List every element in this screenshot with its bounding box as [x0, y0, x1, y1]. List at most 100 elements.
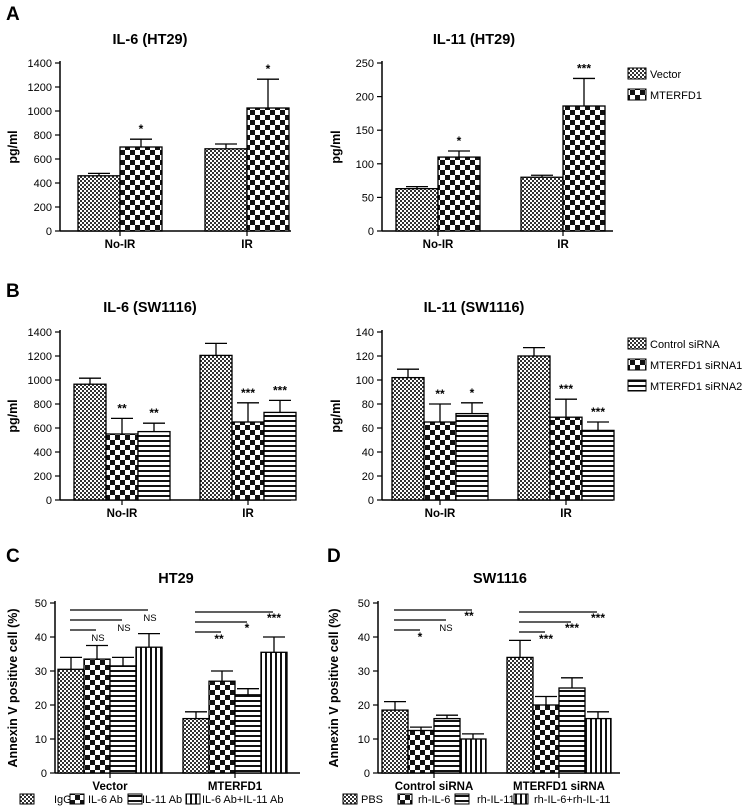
panel-letter-d: D	[327, 546, 341, 567]
y-tick-label: 140	[356, 327, 374, 339]
legend-label: Control siRNA	[650, 339, 720, 351]
y-tick-label: 600	[34, 423, 52, 435]
y-tick-label: 400	[34, 178, 52, 190]
y-tick-label: 40	[35, 632, 47, 644]
comparison-label: *	[245, 621, 250, 635]
bar	[231, 421, 265, 501]
y-tick-label: 0	[368, 226, 374, 238]
y-tick-label: 10	[358, 734, 370, 746]
legend-label: IL-6 Ab	[88, 794, 123, 806]
y-tick-label: 1000	[28, 375, 52, 387]
bar	[234, 694, 262, 774]
bar	[549, 416, 583, 501]
legend-swatch	[19, 793, 35, 805]
x-category-label: IR	[242, 508, 254, 520]
y-tick-label: 1400	[28, 327, 52, 339]
bar	[263, 411, 297, 501]
x-category-label: No-IR	[107, 508, 138, 520]
legend-label: rh-IL-11	[477, 794, 515, 806]
legend-swatch	[342, 793, 358, 805]
legend-label: MTERFD1 siRNA2	[650, 381, 742, 393]
bar	[407, 729, 435, 774]
panel-letter-c: C	[6, 546, 20, 567]
y-axis-label: pg/ml	[6, 399, 20, 432]
significance-label: **	[117, 401, 127, 415]
legend-swatch	[127, 793, 143, 805]
chart-title: IL-11 (SW1116)	[424, 300, 525, 316]
legend-swatch	[513, 793, 529, 805]
y-tick-label: 1400	[28, 58, 52, 70]
bar	[199, 354, 233, 501]
chart-annexin-sw1116: SW1116 Annexin V positive cell (%) 0 10 20 30…	[327, 571, 620, 806]
y-tick-label: 1200	[28, 351, 52, 363]
y-tick-label: 30	[358, 666, 370, 678]
y-axis-label: pg/ml	[6, 130, 20, 163]
bar	[77, 175, 121, 232]
comparison-label: NS	[91, 633, 104, 644]
y-tick-label: 100	[356, 375, 374, 387]
comparison-label: **	[214, 632, 224, 646]
x-category-label: MTERFD1 siRNA	[513, 781, 605, 793]
bar	[119, 146, 163, 232]
bar	[520, 176, 564, 232]
y-tick-label: 0	[368, 495, 374, 507]
significance-label: **	[435, 387, 445, 401]
significance-label: *	[457, 134, 462, 148]
bar	[562, 105, 606, 232]
y-tick-label: 1200	[28, 82, 52, 94]
bar	[109, 665, 137, 774]
significance-label: **	[149, 406, 159, 420]
y-tick-label: 20	[35, 700, 47, 712]
bar	[83, 658, 111, 774]
chart-il6-ht29: IL-6 (HT29) pg/ml 0 200 400 600 800 1000 1200 140…	[6, 32, 291, 251]
chart-il11-sw1116: IL-11 (SW1116) pg/ml 0 20 40 60 80 100 120 140 No-…	[329, 300, 742, 520]
comparison-label: ***	[565, 621, 579, 635]
x-category-label: No-IR	[423, 239, 454, 251]
legend-label: MTERFD1	[650, 90, 702, 102]
legend-label: IL-11 Ab	[142, 794, 182, 806]
bar	[381, 709, 409, 774]
y-tick-label: 0	[46, 226, 52, 238]
bar	[423, 421, 457, 501]
chart-title: IL-6 (SW1116)	[103, 300, 197, 316]
y-tick-label: 0	[46, 495, 52, 507]
legend-label: IgG	[54, 794, 72, 806]
chart-il11-ht29: IL-11 (HT29) pg/ml 0 50 100 150 200 250 No-IR * IR…	[329, 32, 702, 251]
significance-label: *	[266, 62, 271, 76]
y-tick-label: 250	[356, 58, 374, 70]
x-category-label: IR	[241, 239, 253, 251]
significance-label: ***	[273, 383, 287, 397]
legend-label: MTERFD1 siRNA1	[650, 360, 742, 372]
bar	[105, 433, 139, 501]
significance-label: ***	[577, 61, 591, 75]
y-tick-label: 400	[34, 447, 52, 459]
y-tick-label: 30	[35, 666, 47, 678]
panel-letter-a: A	[6, 4, 20, 25]
y-tick-label: 40	[362, 447, 374, 459]
bar	[208, 680, 236, 774]
y-tick-label: 800	[34, 130, 52, 142]
y-tick-label: 10	[35, 734, 47, 746]
y-tick-label: 20	[358, 700, 370, 712]
significance-label: ***	[559, 382, 573, 396]
significance-label: *	[139, 122, 144, 136]
bar	[517, 355, 551, 501]
y-tick-label: 200	[34, 202, 52, 214]
legend-swatch	[397, 793, 413, 805]
bar	[73, 383, 107, 501]
legend-swatch	[627, 337, 647, 350]
comparison-label: ***	[539, 632, 553, 646]
y-axis-label: pg/ml	[329, 130, 343, 163]
y-tick-label: 150	[356, 125, 374, 137]
x-category-label: No-IR	[425, 508, 456, 520]
bar	[204, 148, 248, 232]
bar	[584, 717, 612, 774]
legend-label: IL-6 Ab+IL-11 Ab	[202, 794, 283, 806]
legend-label: PBS	[361, 794, 383, 806]
bar	[437, 156, 481, 232]
y-tick-label: 100	[356, 159, 374, 171]
legend-swatch	[185, 793, 201, 805]
panel-letter-b: B	[6, 281, 20, 302]
bar	[558, 687, 586, 774]
